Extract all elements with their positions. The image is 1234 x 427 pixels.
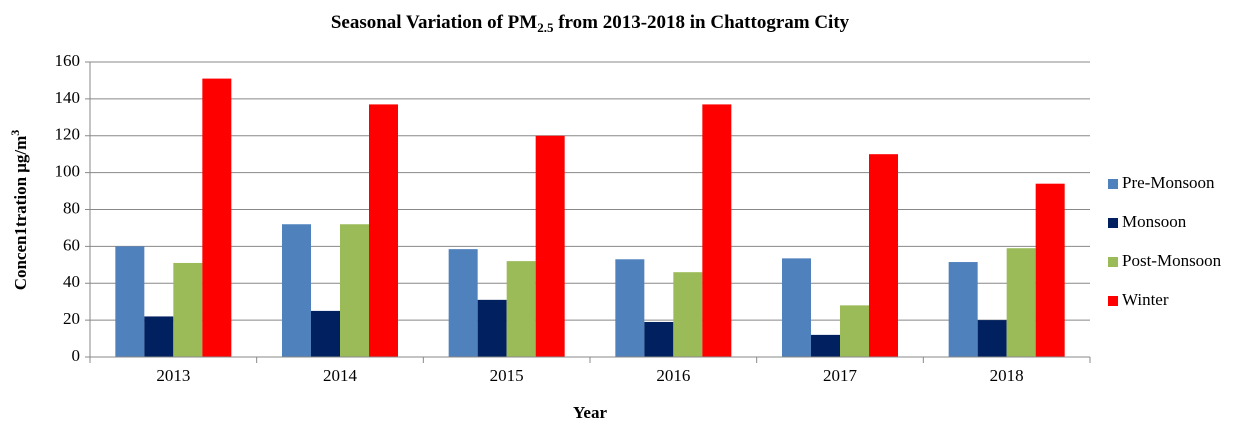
bar	[1006, 248, 1036, 357]
bar	[369, 104, 398, 357]
y-tick-label: 140	[55, 88, 81, 107]
y-tick-label: 0	[72, 346, 81, 365]
bar	[869, 154, 898, 357]
bar	[644, 321, 674, 357]
y-tick-label: 80	[63, 198, 80, 217]
bar	[311, 310, 340, 357]
bar	[948, 262, 978, 357]
chart-title: Seasonal Variation of PM2.5 from 2013-20…	[331, 12, 850, 35]
y-label-text: Concen1tration μg/m	[11, 136, 30, 291]
bar	[173, 262, 203, 357]
x-tick-label: 2014	[323, 366, 358, 385]
bar	[535, 135, 565, 357]
y-tick-label: 160	[55, 51, 81, 70]
y-tick-label: 120	[55, 125, 81, 144]
y-label-superscript: 3	[8, 130, 22, 136]
x-tick-label: 2018	[990, 366, 1024, 385]
title-subscript: 2.5	[537, 20, 554, 35]
bar	[115, 246, 145, 357]
bar	[340, 224, 369, 357]
legend-label: Pre-Monsoon	[1122, 173, 1215, 192]
legend-label: Post-Monsoon	[1122, 251, 1222, 270]
bar	[1035, 183, 1065, 357]
y-axis-label: Concen1tration μg/m3	[8, 130, 30, 291]
y-tick-label: 100	[55, 162, 81, 181]
legend-label: Winter	[1122, 290, 1169, 309]
bar	[782, 258, 811, 357]
legend-swatch	[1108, 218, 1118, 228]
title-rest: from 2013-2018 in Chattogram City	[553, 12, 849, 33]
bar	[506, 261, 536, 357]
title-text: Seasonal Variation of PM	[331, 12, 537, 33]
bar	[144, 316, 174, 357]
x-tick-label: 2013	[156, 366, 190, 385]
x-tick-label: 2015	[490, 366, 524, 385]
legend-swatch	[1108, 179, 1118, 189]
x-axis-label: Year	[573, 403, 607, 422]
legend-label: Monsoon	[1122, 212, 1187, 231]
legend-swatch	[1108, 257, 1118, 267]
x-tick-label: 2016	[656, 366, 690, 385]
bar	[477, 299, 507, 357]
bar	[615, 259, 645, 357]
bar	[673, 272, 703, 357]
bar	[448, 249, 478, 357]
bar	[977, 320, 1007, 357]
legend-swatch	[1108, 296, 1118, 306]
y-tick-label: 20	[63, 309, 80, 328]
bar	[702, 104, 732, 357]
y-tick-label: 40	[63, 272, 80, 291]
bar	[282, 224, 311, 357]
y-tick-label: 60	[63, 235, 80, 254]
x-tick-label: 2017	[823, 366, 858, 385]
bar	[811, 334, 840, 357]
bar	[840, 305, 869, 357]
bar	[202, 78, 232, 357]
